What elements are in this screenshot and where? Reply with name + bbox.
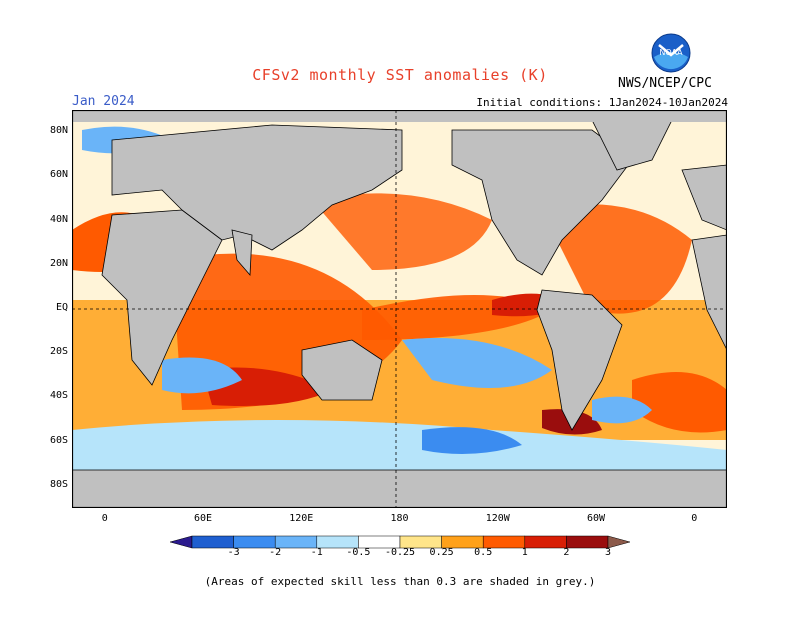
map-frame bbox=[72, 110, 727, 508]
lon-label: 0 bbox=[691, 513, 698, 524]
footnote: (Areas of expected skill less than 0.3 a… bbox=[204, 575, 596, 588]
agency-label: NWS/NCEP/CPC bbox=[618, 76, 712, 91]
europe-wrap bbox=[681, 164, 727, 231]
australia bbox=[301, 339, 383, 401]
lat-label: EQ bbox=[55, 302, 68, 313]
lon-label: 120E bbox=[289, 513, 314, 524]
colorbar-tick-label: -2 bbox=[269, 547, 282, 558]
cool-anomalies bbox=[72, 126, 727, 470]
lat-label: 40N bbox=[49, 213, 68, 225]
map-title: CFSv2 monthly SST anomalies (K) bbox=[252, 66, 548, 84]
logo-text: NOAA bbox=[659, 48, 683, 57]
colorbar-tick-label: 2 bbox=[563, 547, 570, 558]
colorbar-max-arrow bbox=[607, 535, 630, 549]
south-america bbox=[536, 289, 623, 431]
colorbar-tick-label: -0.25 bbox=[384, 547, 416, 558]
colorbar bbox=[170, 535, 630, 549]
colorbar-tick-label: -0.5 bbox=[346, 547, 371, 558]
land-masses bbox=[72, 119, 727, 508]
initial-conditions: Initial conditions: 1Jan2024-10Jan2024 bbox=[476, 96, 728, 109]
colorbar-tick-label: -3 bbox=[227, 547, 240, 558]
forecast-month: Jan 2024 bbox=[72, 94, 135, 109]
colorbar-tick-label: 3 bbox=[604, 547, 612, 558]
colorbar-tick-label: 0.25 bbox=[429, 547, 454, 558]
lon-label: 120W bbox=[485, 513, 510, 524]
lat-label: 80N bbox=[49, 125, 68, 137]
lon-label: 60E bbox=[193, 513, 213, 524]
sst-anomaly-map bbox=[72, 110, 727, 508]
eurasia bbox=[111, 124, 403, 251]
colorbar-min-arrow bbox=[170, 535, 193, 549]
india bbox=[231, 229, 253, 277]
lat-label: 60S bbox=[49, 434, 68, 446]
colorbar-tick-label: 1 bbox=[521, 547, 528, 558]
lon-label: 180 bbox=[390, 513, 409, 524]
antarctica bbox=[72, 469, 727, 508]
lat-label: 40S bbox=[49, 390, 68, 402]
colorbar-tick-label: 0.5 bbox=[474, 547, 493, 558]
africa-wrap bbox=[691, 234, 727, 351]
arctic-mask bbox=[72, 110, 727, 122]
lat-label: 60N bbox=[49, 169, 68, 181]
lon-label: 0 bbox=[101, 513, 108, 524]
colorbar-tick-label: -1 bbox=[310, 547, 323, 558]
lat-label: 80S bbox=[49, 478, 68, 490]
noaa-logo: NOAA bbox=[651, 33, 691, 73]
lat-label: 20N bbox=[49, 257, 68, 269]
lon-label: 60W bbox=[586, 513, 606, 524]
lat-label: 20S bbox=[49, 346, 68, 358]
